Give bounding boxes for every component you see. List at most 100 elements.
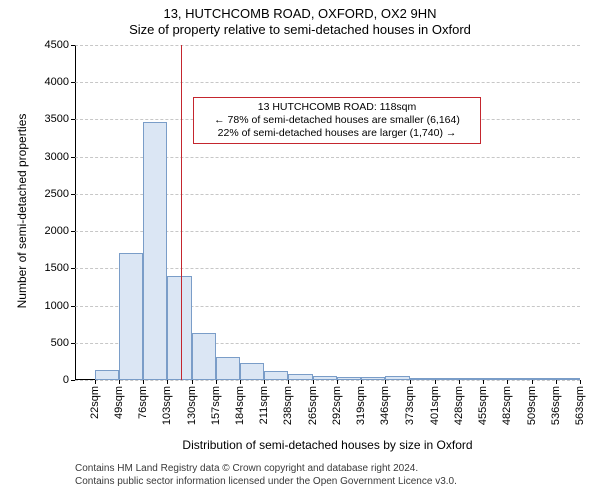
x-tick-label: 428sqm [453,386,465,425]
y-tick-mark [71,380,75,381]
x-tick-label: 563sqm [574,386,586,425]
x-tick-mark [119,380,120,384]
y-tick-label: 1000 [45,300,69,312]
y-tick-mark [71,45,75,46]
x-tick-label: 22sqm [89,386,101,419]
x-tick-mark [95,380,96,384]
y-axis-label: Number of semi-detached properties [15,101,29,321]
histogram-bar [435,378,459,380]
histogram-bar [313,376,337,380]
reference-line [181,45,182,380]
y-tick-label: 4000 [45,76,69,88]
x-tick-label: 211sqm [258,386,270,424]
x-tick-mark [337,380,338,384]
x-tick-mark [288,380,289,384]
x-tick-label: 157sqm [210,386,222,425]
x-tick-mark [143,380,144,384]
y-tick-mark [71,157,75,158]
x-tick-mark [385,380,386,384]
y-tick-label: 1500 [45,262,69,274]
x-tick-label: 455sqm [477,386,489,425]
footer: Contains HM Land Registry data © Crown c… [75,462,457,488]
x-tick-mark [240,380,241,384]
chart-title-line2: Size of property relative to semi-detach… [0,22,600,37]
x-tick-label: 76sqm [137,386,149,419]
x-tick-mark [580,380,581,384]
histogram-bar [264,371,288,380]
y-tick-label: 4500 [45,39,69,51]
y-axis-line [75,45,76,380]
histogram-bar [410,378,435,380]
y-tick-label: 2000 [45,225,69,237]
x-tick-mark [435,380,436,384]
y-tick-mark [71,343,75,344]
histogram-bar [385,376,409,380]
y-tick-mark [71,231,75,232]
footer-line2: Contains public sector information licen… [75,475,457,488]
y-tick-label: 500 [51,337,69,349]
x-tick-mark [410,380,411,384]
x-tick-mark [313,380,314,384]
x-tick-label: 265sqm [307,386,319,425]
histogram-bar [532,378,556,380]
y-tick-mark [71,268,75,269]
chart-title-line1: 13, HUTCHCOMB ROAD, OXFORD, OX2 9HN [0,6,600,21]
x-tick-label: 319sqm [355,386,367,425]
histogram-bar [143,122,167,380]
histogram-bar [216,357,240,380]
y-tick-label: 3000 [45,151,69,163]
x-tick-label: 103sqm [161,386,173,425]
histogram-bar [483,378,507,380]
y-tick-mark [71,82,75,83]
histogram-bar [167,276,191,380]
x-tick-label: 536sqm [550,386,562,425]
x-tick-mark [556,380,557,384]
x-tick-label: 509sqm [526,386,538,425]
x-tick-label: 184sqm [234,386,246,425]
x-tick-label: 130sqm [186,386,198,425]
gridline-y [75,82,580,83]
x-tick-label: 346sqm [379,386,391,425]
histogram-bar [288,374,312,380]
annotation-box: 13 HUTCHCOMB ROAD: 118sqm← 78% of semi-d… [193,97,481,144]
x-tick-mark [483,380,484,384]
y-tick-mark [71,306,75,307]
histogram-bar [459,378,483,380]
y-tick-label: 2500 [45,188,69,200]
histogram-bar [95,370,119,380]
histogram-bar [507,378,531,380]
x-tick-mark [192,380,193,384]
chart-container: 13, HUTCHCOMB ROAD, OXFORD, OX2 9HN Size… [0,0,600,500]
x-tick-label: 373sqm [404,386,416,425]
footer-line1: Contains HM Land Registry data © Crown c… [75,462,457,475]
gridline-y [75,45,580,46]
x-tick-label: 401sqm [429,386,441,425]
y-tick-mark [71,194,75,195]
x-axis-label: Distribution of semi-detached houses by … [75,438,580,452]
x-tick-mark [167,380,168,384]
y-tick-mark [71,119,75,120]
annotation-line: 13 HUTCHCOMB ROAD: 118sqm [200,101,474,114]
histogram-bar [119,253,143,380]
x-tick-mark [532,380,533,384]
x-tick-mark [459,380,460,384]
histogram-bar [192,333,216,380]
x-tick-mark [264,380,265,384]
histogram-bar [337,377,361,380]
annotation-line: ← 78% of semi-detached houses are smalle… [200,114,474,127]
x-tick-label: 49sqm [113,386,125,419]
x-tick-label: 482sqm [501,386,513,425]
x-tick-mark [507,380,508,384]
histogram-bar [556,378,580,380]
y-tick-label: 3500 [45,113,69,125]
plot-area: 05001000150020002500300035004000450022sq… [75,45,580,380]
y-tick-label: 0 [63,374,69,386]
x-tick-mark [361,380,362,384]
x-tick-label: 238sqm [282,386,294,425]
gridline-y [75,380,580,381]
histogram-bar [240,363,264,380]
x-tick-label: 292sqm [331,386,343,425]
histogram-bar [361,377,385,380]
x-tick-mark [216,380,217,384]
annotation-line: 22% of semi-detached houses are larger (… [200,127,474,140]
